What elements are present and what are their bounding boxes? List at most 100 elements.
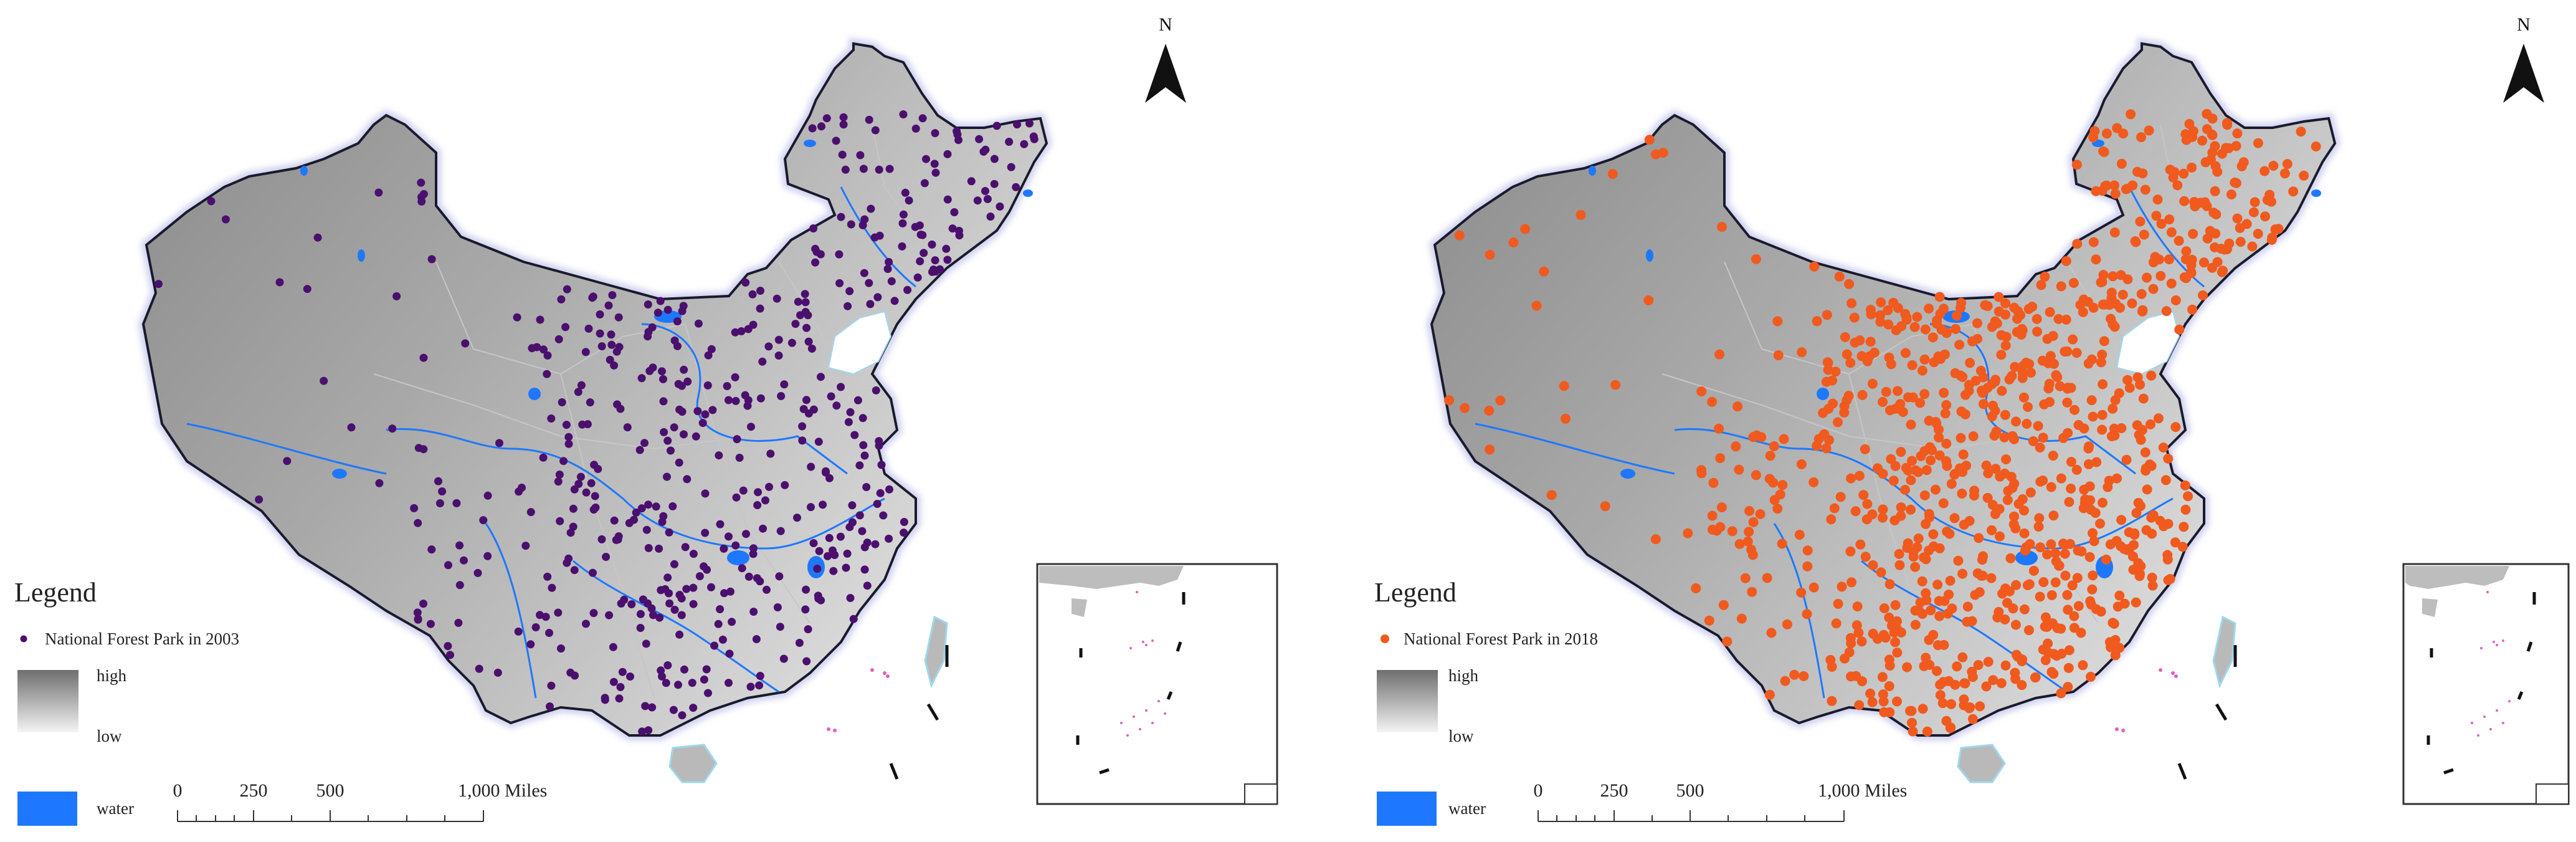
- forest-park-point: [2072, 239, 2083, 249]
- forest-park-point: [1917, 365, 1927, 376]
- forest-park-point: [899, 110, 908, 118]
- forest-park-point: [577, 381, 586, 390]
- forest-park-point: [596, 329, 604, 338]
- forest-park-point: [860, 215, 869, 224]
- forest-park-point: [679, 302, 688, 310]
- forest-park-point: [1846, 577, 1856, 588]
- forest-park-point: [584, 324, 593, 333]
- forest-park-point: [2046, 590, 2057, 600]
- forest-park-point: [836, 532, 845, 541]
- forest-park-point: [1531, 300, 1542, 311]
- forest-park-point: [1865, 688, 1876, 699]
- forest-park-point: [2111, 536, 2122, 546]
- forest-park-point: [1941, 456, 1952, 466]
- forest-park-point: [683, 377, 692, 386]
- forest-park-point: [773, 603, 782, 611]
- forest-park-point: [1903, 392, 1914, 403]
- forest-park-point: [1968, 431, 1979, 441]
- forest-park-point: [2235, 222, 2245, 233]
- forest-park-point: [1779, 434, 1789, 444]
- forest-park-point: [569, 504, 577, 513]
- forest-park-point: [2050, 577, 2061, 588]
- forest-park-point: [683, 475, 692, 484]
- forest-park-point: [374, 188, 383, 197]
- forest-park-point: [2019, 604, 2030, 615]
- inset-dash-lines: [2426, 592, 2536, 775]
- forest-park-point: [543, 572, 552, 581]
- forest-park-point: [1845, 358, 1856, 368]
- forest-park-point: [772, 294, 781, 303]
- forest-park-point: [749, 320, 758, 329]
- forest-park-point: [2141, 463, 2151, 474]
- forest-park-point: [1898, 407, 1908, 417]
- forest-park-point: [2011, 416, 2021, 427]
- forest-park-point: [596, 310, 604, 318]
- forest-park-point: [1990, 509, 2000, 519]
- forest-park-point: [670, 605, 679, 614]
- forest-park-point: [659, 512, 668, 520]
- forest-park-point: [670, 423, 678, 432]
- forest-park-point: [2110, 634, 2121, 645]
- forest-park-point: [620, 595, 629, 604]
- forest-park-point: [1990, 464, 2001, 474]
- forest-park-point: [1981, 461, 1992, 471]
- forest-park-point: [2170, 295, 2181, 305]
- forest-park-point: [2129, 540, 2139, 550]
- forest-park-point: [725, 649, 734, 658]
- forest-park-point: [2000, 409, 2010, 420]
- forest-park-point: [675, 405, 684, 414]
- forest-park-point: [2040, 655, 2051, 666]
- forest-park-point: [636, 610, 645, 618]
- forest-park-point: [943, 256, 952, 264]
- forest-park-point: [1546, 490, 1557, 500]
- forest-park-point: [479, 516, 488, 525]
- forest-park-point: [1878, 512, 1888, 523]
- forest-park-point: [1707, 510, 1718, 521]
- forest-park-point: [2033, 421, 2043, 431]
- forest-park-point: [2056, 648, 2067, 659]
- forest-park-point: [670, 560, 678, 568]
- forest-park-point: [756, 287, 764, 295]
- forest-park-point: [2231, 141, 2241, 151]
- forest-park-point: [1029, 132, 1038, 141]
- forest-park-point: [1910, 620, 1921, 630]
- forest-park-point: [746, 682, 755, 691]
- forest-park-point: [574, 388, 582, 396]
- forest-park-point: [1931, 484, 1941, 495]
- forest-park-point: [1926, 455, 1936, 466]
- forest-park-point: [1935, 690, 1946, 701]
- forest-park-point: [604, 301, 613, 310]
- forest-park-point: [2190, 201, 2200, 212]
- forest-park-point: [1744, 527, 1754, 537]
- forest-park-point: [689, 583, 698, 592]
- forest-park-point: [554, 608, 563, 617]
- forest-park-point: [726, 587, 734, 596]
- forest-park-point: [2052, 372, 2063, 383]
- forest-park-point: [1990, 375, 2000, 385]
- forest-park-point: [461, 339, 470, 348]
- forest-park-point: [667, 446, 675, 455]
- forest-park-point: [2033, 522, 2044, 532]
- forest-park-point: [2000, 660, 2011, 671]
- forest-park-point: [1843, 391, 1854, 401]
- forest-park-point: [885, 485, 893, 494]
- forest-park-point: [787, 338, 796, 347]
- forest-park-point: [2004, 374, 2015, 385]
- forest-park-point: [885, 165, 894, 173]
- forest-park-point: [1005, 138, 1014, 146]
- forest-park-point: [2140, 447, 2151, 457]
- forest-park-point: [1650, 534, 1661, 545]
- forest-park-point: [1950, 679, 1961, 690]
- forest-park-point: [616, 682, 625, 691]
- forest-park-point: [1559, 381, 1569, 391]
- forest-park-point: [1879, 603, 1889, 613]
- forest-park-point: [419, 600, 427, 608]
- forest-park-point: [668, 502, 677, 510]
- forest-park-point: [526, 508, 535, 517]
- forest-park-point: [655, 544, 663, 553]
- forest-park-point: [822, 114, 831, 123]
- scale-tick-0: 0: [1534, 780, 1543, 801]
- south-china-sea-inset: [1036, 563, 1278, 805]
- forest-park-point: [1708, 477, 1719, 488]
- forest-park-point: [815, 547, 824, 555]
